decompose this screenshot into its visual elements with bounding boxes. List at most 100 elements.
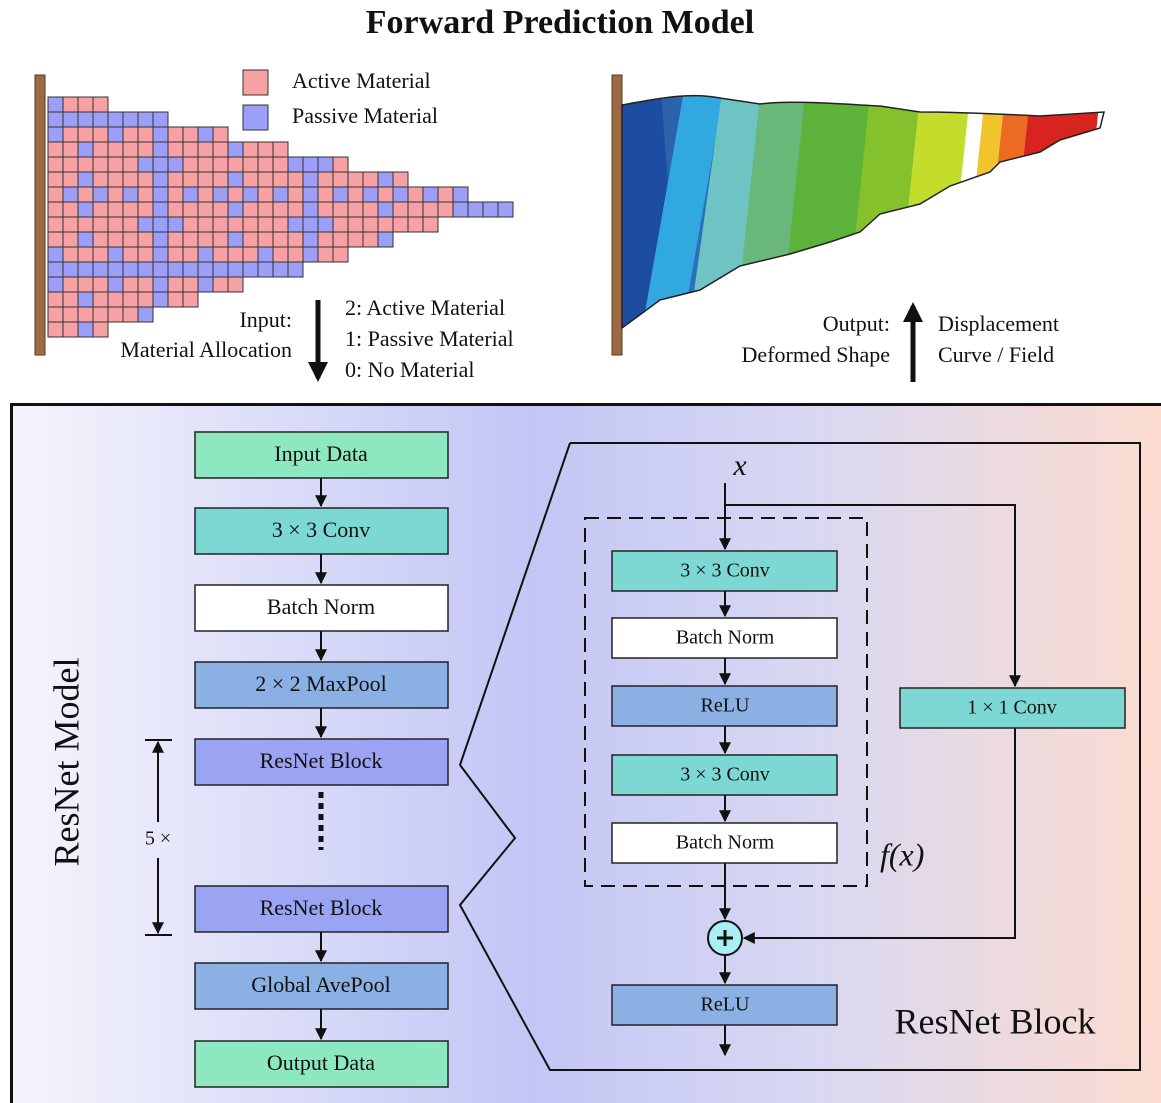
grid-cell [92, 201, 109, 218]
layer-box [194, 431, 449, 479]
grid-cell [152, 156, 169, 173]
grid-cell [347, 216, 364, 233]
grid-cell [92, 186, 109, 203]
grid-cell [302, 216, 319, 233]
grid-cell [362, 231, 379, 248]
legend-swatch [242, 69, 269, 96]
grid-cell [272, 201, 289, 218]
layer-box [194, 507, 449, 555]
grid-cell [227, 141, 244, 158]
grid-cell [317, 246, 334, 263]
grid-cell [377, 201, 394, 218]
grid-cell [287, 246, 304, 263]
grid-cell [212, 246, 229, 263]
grid-cell [122, 141, 139, 158]
grid-cell [347, 186, 364, 203]
target-label: Displacement [938, 311, 1059, 336]
grid-cell [137, 276, 154, 293]
grid-cell [77, 126, 94, 143]
grid-cell [317, 156, 334, 173]
grid-cell [62, 186, 79, 203]
grid-cell [302, 201, 319, 218]
grid-cell [77, 216, 94, 233]
grid-cell [92, 231, 109, 248]
grid-cell [437, 201, 454, 218]
block-title: ResNet Block [895, 1001, 1096, 1041]
layer-label: Output Data [267, 1050, 375, 1075]
grid-cell [167, 216, 184, 233]
grid-cell [257, 201, 274, 218]
grid-cell [302, 231, 319, 248]
grid-cell [107, 261, 124, 278]
layer-box [611, 984, 838, 1026]
shortcut-arrow [725, 504, 1021, 688]
grid-cell [152, 291, 169, 308]
layer-box [194, 661, 449, 709]
grid-cell [452, 201, 469, 218]
model-layers: Input Data 3 × 3 Conv Batch Norm 2 × 2 MaxP… [194, 431, 449, 1088]
function-label: f(x) [880, 836, 924, 872]
grid-cell [242, 201, 259, 218]
grid-cell [167, 276, 184, 293]
grid-cell [287, 261, 304, 278]
grid-cell [287, 216, 304, 233]
grid-cell [77, 246, 94, 263]
legend-label: Passive Material [292, 103, 438, 128]
grid-cell [272, 186, 289, 203]
grid-cell [272, 171, 289, 188]
grid-cell [92, 246, 109, 263]
grid-cell [92, 321, 109, 338]
grid-cell [152, 186, 169, 203]
grid-cell [122, 201, 139, 218]
grid-cell [392, 186, 409, 203]
grid-cell [182, 291, 199, 308]
grid-cell [47, 246, 64, 263]
grid-cell [287, 156, 304, 173]
grid-cell [212, 216, 229, 233]
model-panel [10, 403, 1161, 1103]
deformed-shape [622, 95, 1102, 328]
layer-label: ReLU [701, 994, 750, 1016]
grid-cell [242, 261, 259, 278]
grid-cell [92, 96, 109, 113]
grid-cell [137, 126, 154, 143]
block-outline [458, 442, 1141, 1071]
wall [611, 74, 623, 356]
grid-cell [257, 231, 274, 248]
grid-cell [197, 261, 214, 278]
grid-cell [212, 261, 229, 278]
grid-cell [422, 201, 439, 218]
grid-cell [152, 246, 169, 263]
grid-cell [197, 126, 214, 143]
grid-cell [107, 306, 124, 323]
grid-cell [92, 216, 109, 233]
grid-cell [392, 216, 409, 233]
grid-cell [212, 126, 229, 143]
grid-cell [167, 126, 184, 143]
grid-cell [47, 156, 64, 173]
grid-cell [242, 156, 259, 173]
grid-cell [182, 261, 199, 278]
grid-cell [257, 246, 274, 263]
grid-cell [182, 186, 199, 203]
grid-cell [407, 201, 424, 218]
layer-label: ReLU [701, 695, 750, 717]
grid-cell [167, 261, 184, 278]
grid-cell [467, 201, 484, 218]
grid-cell [287, 186, 304, 203]
layer-label: 3 × 3 Conv [680, 560, 770, 582]
grid-cell [272, 261, 289, 278]
grid-cell [182, 216, 199, 233]
grid-cell [137, 231, 154, 248]
layer-box [194, 1040, 449, 1088]
grid-cell [227, 171, 244, 188]
grid-cell [482, 201, 499, 218]
grid-cell [272, 246, 289, 263]
grid-cell [272, 231, 289, 248]
layer-box [611, 822, 838, 864]
grid-cell [362, 216, 379, 233]
grid-cell [77, 96, 94, 113]
grid-cell [167, 201, 184, 218]
grid-cell [317, 186, 334, 203]
layer-box [899, 687, 1126, 729]
